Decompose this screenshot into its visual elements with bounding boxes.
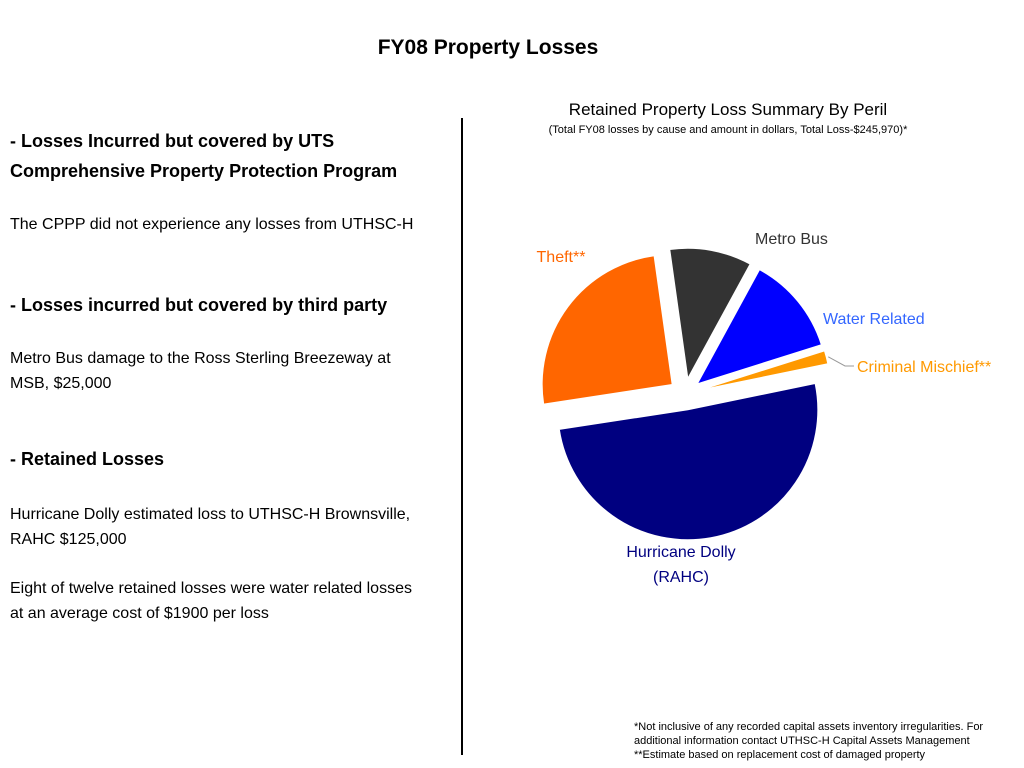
footnotes: *Not inclusive of any recorded capital a… (634, 720, 1014, 762)
vertical-divider (461, 118, 463, 755)
slice-label-theft: Theft** (537, 249, 586, 266)
slice-label-metro-bus: Metro Bus (755, 231, 828, 248)
section-retained-text-hurricane: Hurricane Dolly estimated loss to UTHSC-… (10, 502, 410, 552)
section-third-party-heading: - Losses incurred but covered by third p… (10, 295, 388, 315)
section-uts-heading: - Losses Incurred but covered by UTS Com… (10, 126, 397, 186)
chart-subtitle: (Total FY08 losses by cause and amount i… (548, 124, 908, 136)
slice-label-hurricane-dolly-rahc: Hurricane Dolly (RAHC) (626, 544, 735, 586)
section-uts-heading-line1: - Losses Incurred but covered by UTS (10, 131, 335, 151)
section-retained-text-water: Eight of twelve retained losses were wat… (10, 576, 412, 626)
section-retained-heading: - Retained Losses (10, 449, 165, 469)
pie-slice-water-related (696, 269, 822, 385)
section-retained-text-water-line2: at an average cost of $1900 per loss (10, 605, 269, 622)
leader-line-criminal-mischief (827, 356, 854, 367)
chart-title: Retained Property Loss Summary By Peril (568, 100, 888, 119)
section-third-party-text: Metro Bus damage to the Ross Sterling Br… (10, 346, 391, 396)
slice-label-criminal-mischief: Criminal Mischief** (857, 359, 991, 376)
footnote-line1: *Not inclusive of any recorded capital a… (634, 721, 984, 733)
slice-label-water-related: Water Related (823, 311, 925, 328)
footnote-line3: **Estimate based on replacement cost of … (634, 749, 926, 761)
section-retained-text-hurricane-line2: RAHC $125,000 (10, 531, 127, 548)
section-third-party-text-line1: Metro Bus damage to the Ross Sterling Br… (10, 350, 391, 367)
section-retained-text-hurricane-line1: Hurricane Dolly estimated loss to UTHSC-… (10, 506, 411, 523)
pie-slice-hurricane-dolly-rahc (558, 382, 819, 541)
section-third-party-text-line2: MSB, $25,000 (10, 375, 112, 392)
pie-slice-theft (541, 255, 673, 405)
pie-slice-criminal-mischief (700, 350, 829, 391)
pie-slice-metro-bus (669, 247, 751, 380)
section-retained-text-water-line1: Eight of twelve retained losses were wat… (10, 580, 412, 597)
section-uts-heading-line2: Comprehensive Property Protection Progra… (10, 161, 398, 181)
page-title: FY08 Property Losses (377, 36, 599, 59)
footnote-line2: additional information contact UTHSC-H C… (634, 735, 970, 747)
section-uts-text: The CPPP did not experience any losses f… (10, 216, 414, 233)
